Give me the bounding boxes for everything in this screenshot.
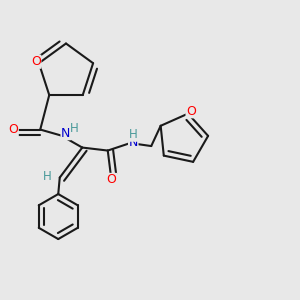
Text: O: O: [186, 105, 196, 118]
Text: N: N: [61, 127, 70, 140]
Text: O: O: [107, 173, 117, 187]
Text: H: H: [44, 169, 52, 183]
Text: H: H: [70, 122, 79, 136]
Text: O: O: [31, 55, 41, 68]
Text: O: O: [8, 123, 18, 136]
Text: N: N: [129, 136, 138, 149]
Text: H: H: [129, 128, 138, 141]
